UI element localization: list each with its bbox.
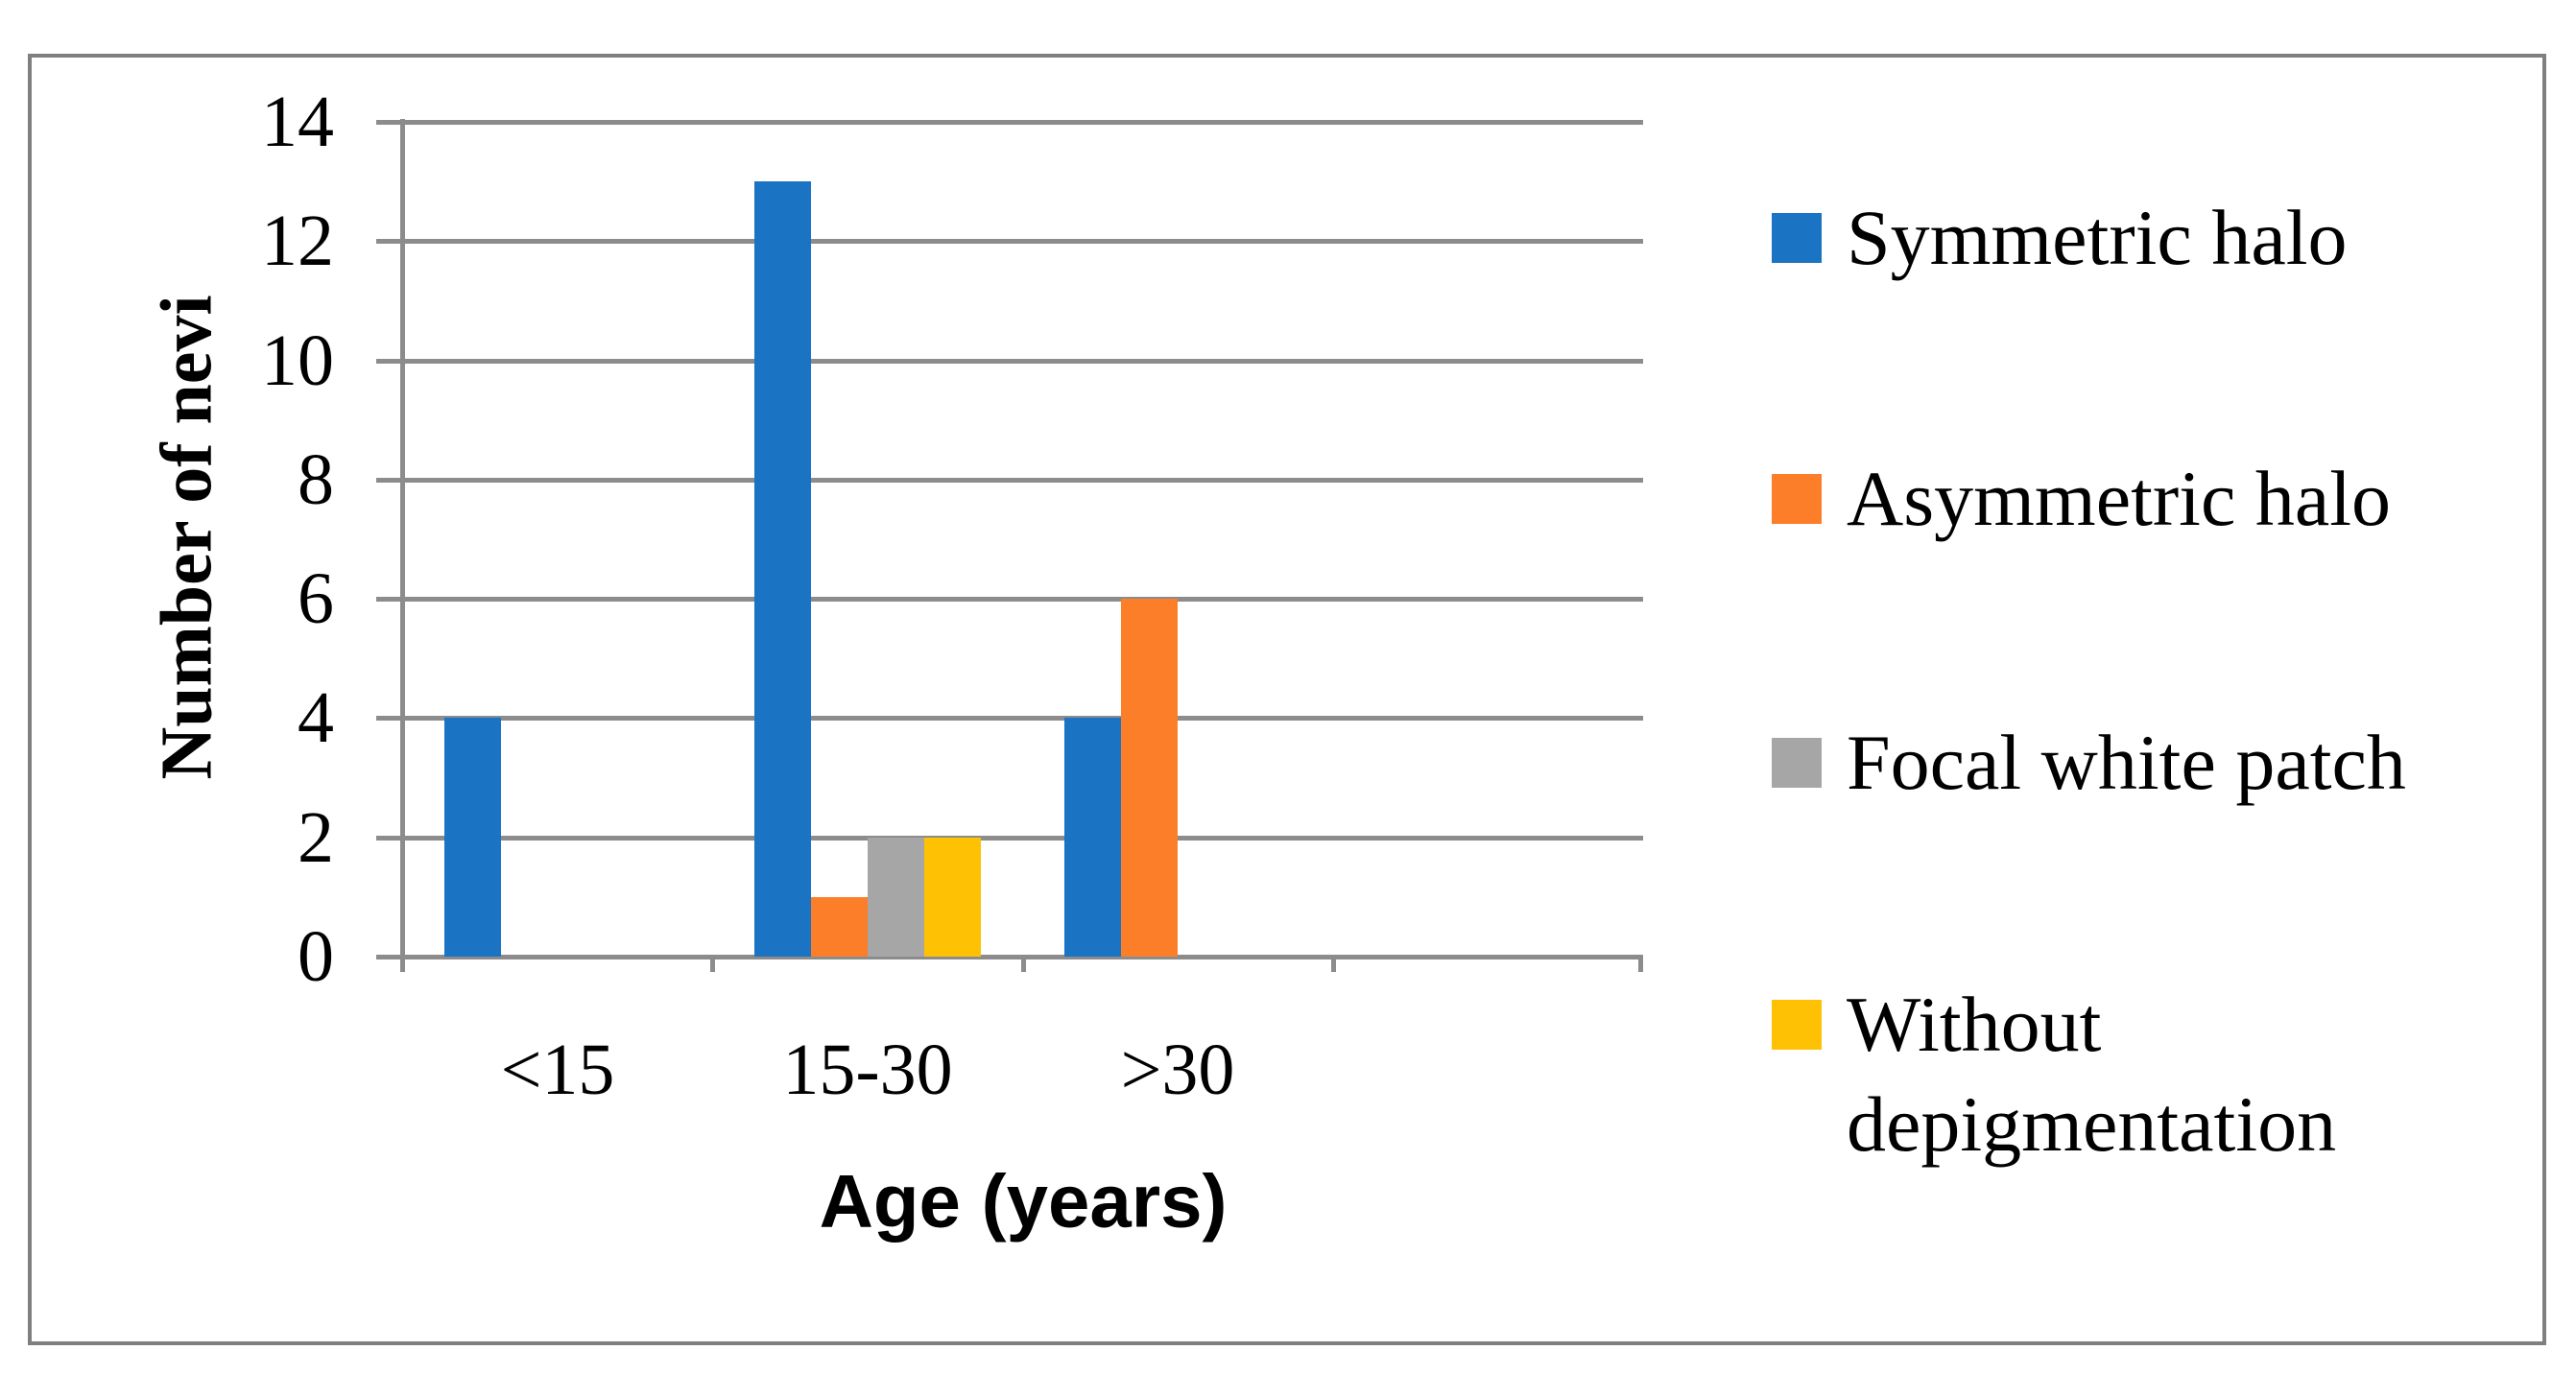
y-tick-label-14: 14 bbox=[261, 82, 334, 162]
y-tick-label-0: 0 bbox=[298, 916, 334, 997]
x-axis-line bbox=[376, 955, 1643, 959]
x-tick-label-15-30: 15-30 bbox=[782, 1030, 953, 1110]
gridline-y-2 bbox=[402, 836, 1643, 841]
bar-asymmetric-halo-30 bbox=[1121, 599, 1178, 957]
legend-label-without-depigmentation: Without depigmentation bbox=[1847, 981, 2337, 1168]
gridline-y-4 bbox=[402, 716, 1643, 721]
y-tick-label-2: 2 bbox=[298, 797, 334, 878]
gridline-y-14 bbox=[402, 120, 1643, 125]
y-tick-label-8: 8 bbox=[298, 439, 334, 520]
x-axis-title: Age (years) bbox=[819, 1158, 1228, 1244]
x-tick-boundary-1 bbox=[710, 957, 715, 972]
y-tick-12 bbox=[376, 239, 402, 244]
gridline-y-8 bbox=[402, 478, 1643, 483]
y-tick-10 bbox=[376, 359, 402, 364]
legend-label-focal-white-patch: Focal white patch bbox=[1847, 719, 2406, 806]
bar-symmetric-halo-15 bbox=[444, 718, 501, 957]
gridline-y-10 bbox=[402, 359, 1643, 364]
bar-symmetric-halo-30 bbox=[1064, 718, 1121, 957]
y-tick-14 bbox=[376, 120, 402, 125]
gridline-y-12 bbox=[402, 239, 1643, 244]
legend-swatch-asymmetric-halo bbox=[1772, 474, 1822, 524]
legend-item-focal-white-patch: Focal white patch bbox=[1772, 713, 2406, 813]
legend-label-symmetric-halo: Symmetric halo bbox=[1847, 194, 2348, 281]
y-tick-label-12: 12 bbox=[261, 201, 334, 281]
legend-item-symmetric-halo: Symmetric halo bbox=[1772, 188, 2348, 288]
y-tick-label-10: 10 bbox=[261, 320, 334, 401]
y-axis-line bbox=[400, 119, 405, 972]
bar-focal-white-patch-15-30 bbox=[868, 838, 924, 957]
legend-item-without-depigmentation: Without depigmentation bbox=[1772, 975, 2499, 1174]
bar-asymmetric-halo-15-30 bbox=[811, 897, 868, 957]
legend-swatch-without-depigmentation bbox=[1772, 1000, 1822, 1050]
x-tick-label-30: >30 bbox=[1120, 1030, 1235, 1110]
y-tick-2 bbox=[376, 836, 402, 841]
legend-label-asymmetric-halo: Asymmetric halo bbox=[1847, 455, 2392, 542]
legend-swatch-symmetric-halo bbox=[1772, 213, 1822, 263]
legend-item-asymmetric-halo: Asymmetric halo bbox=[1772, 449, 2391, 549]
x-tick-boundary-4 bbox=[1638, 957, 1643, 972]
legend-swatch-focal-white-patch bbox=[1772, 738, 1822, 788]
figure-border bbox=[28, 54, 2546, 1345]
y-axis-title: Number of nevi bbox=[146, 295, 227, 780]
y-tick-6 bbox=[376, 597, 402, 602]
x-tick-boundary-3 bbox=[1331, 957, 1336, 972]
bar-symmetric-halo-15-30 bbox=[754, 181, 811, 957]
x-tick-label-15: <15 bbox=[500, 1030, 615, 1110]
gridline-y-6 bbox=[402, 597, 1643, 602]
y-tick-8 bbox=[376, 478, 402, 483]
y-tick-label-6: 6 bbox=[298, 558, 334, 639]
y-tick-4 bbox=[376, 716, 402, 721]
x-tick-boundary-2 bbox=[1021, 957, 1026, 972]
bar-without-depigmentation-15-30 bbox=[924, 838, 981, 957]
y-tick-label-4: 4 bbox=[298, 677, 334, 758]
